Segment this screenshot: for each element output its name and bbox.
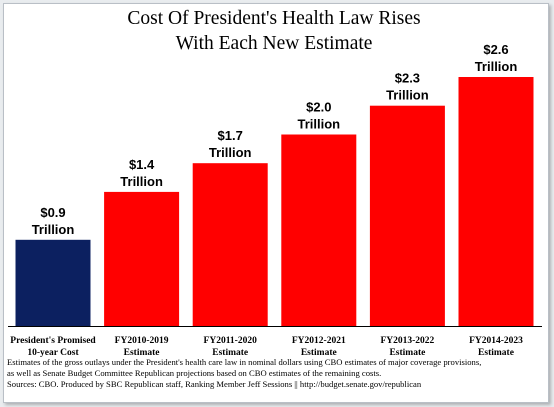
data-label-value-5: $2.3 (395, 71, 420, 86)
bar-4 (281, 134, 357, 326)
data-label-value-2: $1.4 (129, 157, 155, 172)
category-label-1-line-1: President's Promised (10, 336, 96, 346)
chart-frame (3, 3, 549, 403)
bar-1 (15, 239, 91, 326)
bar-5 (369, 105, 445, 326)
category-label-4-line-2: Estimate (301, 348, 337, 358)
category-label-6-line-1: FY2014-2023 (469, 336, 523, 346)
category-label-5-line-1: FY2013-2022 (380, 336, 434, 346)
data-label-unit-3: Trillion (209, 145, 252, 160)
category-label-1-line-2: 10-year Cost (27, 348, 79, 358)
bar-3 (192, 163, 268, 326)
chart-title-line-2: With Each New Estimate (175, 33, 373, 54)
chart-title: Cost Of President's Health Law Rises Wit… (0, 6, 548, 56)
data-label-unit-1: Trillion (32, 222, 75, 237)
data-label-unit-2: Trillion (120, 174, 163, 189)
data-label-unit-5: Trillion (386, 88, 429, 103)
chart-title-line-1: Cost Of President's Health Law Rises (127, 8, 421, 29)
category-label-2-line-1: FY2010-2019 (115, 336, 169, 346)
footnote: Estimates of the gross outlays under the… (7, 357, 542, 390)
bar-2 (104, 191, 180, 326)
category-label-4-line-1: FY2012-2021 (292, 336, 346, 346)
data-label-value-4: $2.0 (306, 100, 331, 115)
category-label-2-line-2: Estimate (124, 348, 160, 358)
data-label-value-3: $1.7 (218, 128, 243, 143)
data-label-value-1: $0.9 (40, 205, 65, 220)
category-label-5-line-2: Estimate (389, 348, 425, 358)
footnote-line-1: Estimates of the gross outlays under the… (7, 357, 482, 367)
data-label-unit-6: Trillion (475, 59, 518, 74)
footnote-line-2: as well as Senate Budget Committee Repub… (7, 368, 382, 378)
category-label-3-line-1: FY2011-2020 (204, 336, 258, 346)
category-label-6-line-2: Estimate (478, 348, 514, 358)
bar-6 (458, 77, 534, 326)
data-label-unit-4: Trillion (297, 117, 340, 132)
data-label-value-6: $2.6 (483, 42, 508, 57)
footnote-line-3: Sources: CBO. Produced by SBC Republican… (7, 379, 422, 389)
category-label-3-line-2: Estimate (212, 348, 248, 358)
